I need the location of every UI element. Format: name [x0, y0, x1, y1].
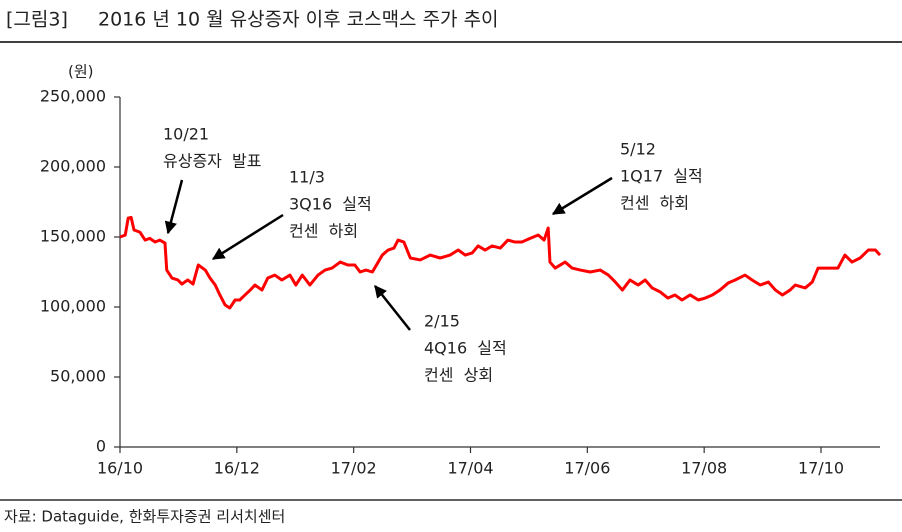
annotation: 10/21 [163, 125, 209, 144]
y-axis-label: (원) [68, 63, 94, 81]
annotation: 컨센 하회 [289, 222, 358, 241]
y-tick-label: 100,000 [40, 297, 106, 316]
annotation: 1Q17 실적 [620, 167, 703, 186]
line [119, 215, 882, 310]
annotation: 11/3 [289, 168, 325, 187]
arrow [551, 176, 613, 216]
x-tick-label: 16/10 [97, 459, 143, 478]
figure-label: [그림3] [6, 9, 68, 31]
y-tick-label: 150,000 [40, 227, 106, 246]
x-tick-label: 16/12 [214, 459, 260, 478]
x-tick-label: 17/06 [564, 459, 610, 478]
annotation: 컨센 상회 [424, 366, 493, 385]
arrow [211, 213, 284, 261]
annotation: 3Q16 실적 [289, 195, 372, 214]
chart-title: 2016 년 10 월 유상증자 이후 코스맥스 주가 추이 [98, 9, 499, 31]
arrow [374, 285, 411, 331]
y-tick-label: 200,000 [40, 157, 106, 176]
y-tick-label: 50,000 [50, 367, 106, 386]
y-tick-label: 250,000 [40, 87, 106, 106]
x-tick-label: 17/04 [447, 459, 493, 478]
annotation: 2/15 [424, 312, 460, 331]
arrow [164, 179, 184, 235]
annotation: 5/12 [620, 140, 656, 159]
annotation: 4Q16 실적 [424, 339, 507, 358]
source: 자료: Dataguide, 한화투자증권 리서치센터 [4, 508, 285, 526]
x-tick-label: 17/10 [798, 459, 844, 478]
x-tick-label: 17/02 [331, 459, 377, 478]
annotation: 컨센 하회 [620, 194, 689, 213]
x-tick-label: 17/08 [681, 459, 727, 478]
annotation: 유상증자 발표 [163, 152, 262, 171]
y-tick-label: 0 [96, 437, 106, 456]
